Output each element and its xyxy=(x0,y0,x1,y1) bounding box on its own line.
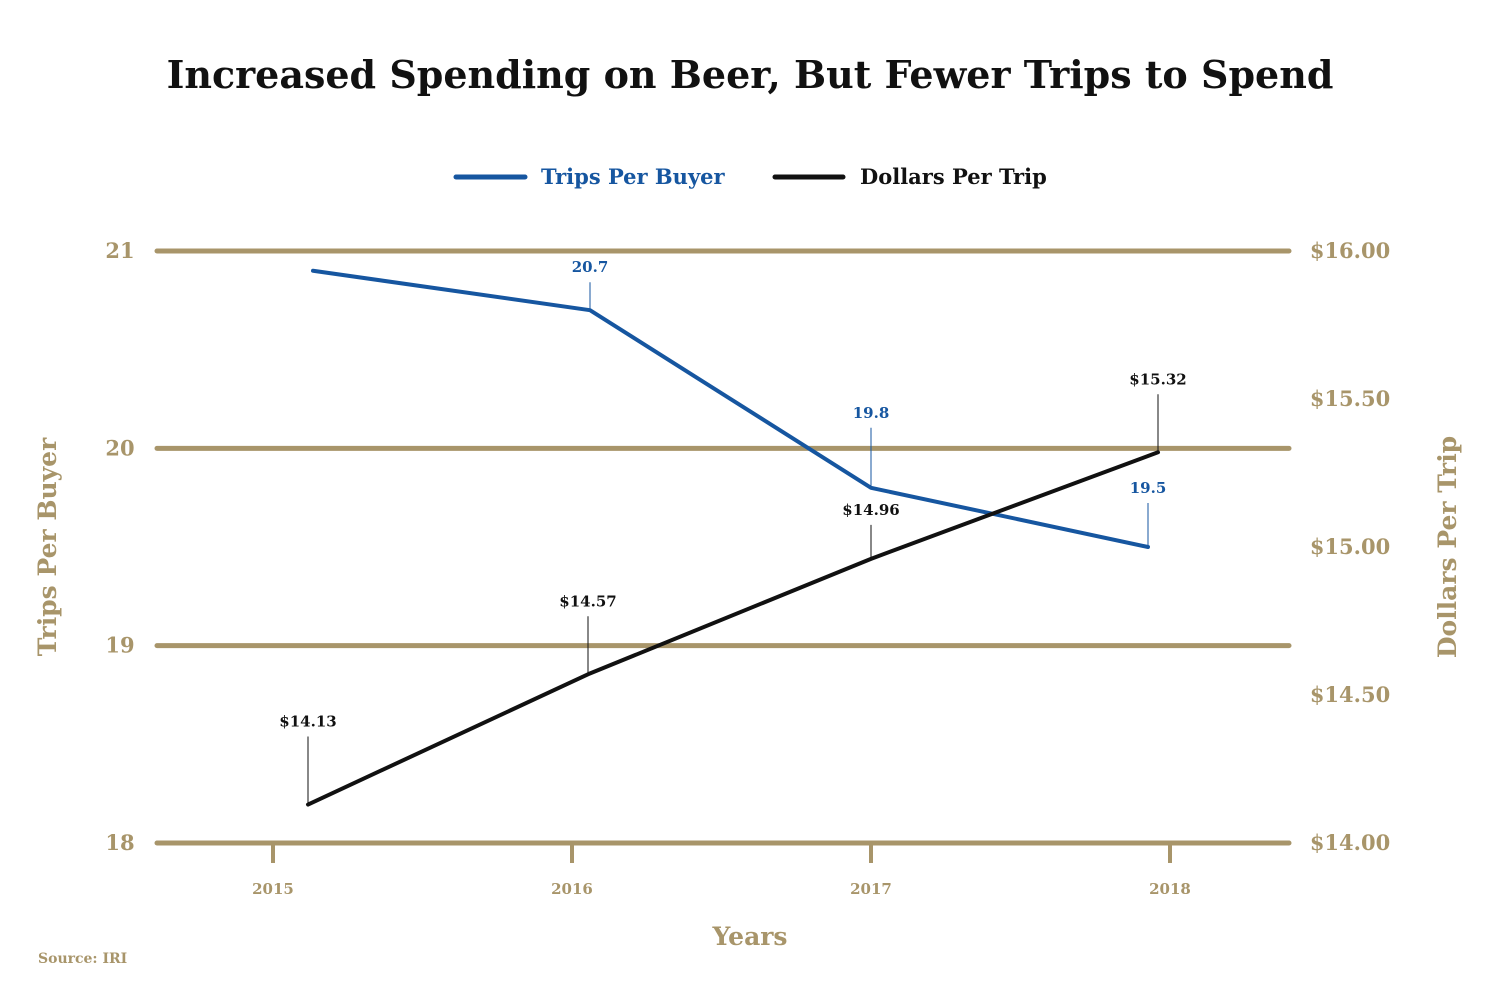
x-tick-label: 2016 xyxy=(551,880,593,898)
data-label: 20.7 xyxy=(572,258,609,276)
left-tick-label: 19 xyxy=(105,633,134,658)
left-tick-label: 21 xyxy=(105,238,134,263)
gridlines xyxy=(154,248,1292,846)
right-tick-label: $14.50 xyxy=(1310,682,1390,707)
x-axis: 2015 2016 2017 2018 Years xyxy=(252,843,1191,951)
right-tick-label: $15.00 xyxy=(1310,534,1390,559)
x-tick-label: 2018 xyxy=(1149,880,1191,898)
annotations: Source: IRI xyxy=(38,951,127,967)
legend-label-1: Dollars Per Trip xyxy=(860,164,1047,189)
data-labels: 20.7 19.8 19.5 $14.13 $14.57 $14.96 $15.32 xyxy=(279,258,1187,805)
right-axis-title: Dollars Per Trip xyxy=(1433,436,1462,658)
left-tick-label: 20 xyxy=(105,435,134,460)
x-tick-label: 2015 xyxy=(252,880,294,898)
data-label: $14.96 xyxy=(842,501,899,519)
x-axis-title: Years xyxy=(711,922,787,951)
data-label: $15.32 xyxy=(1129,370,1186,388)
left-tick-label: 18 xyxy=(105,830,134,855)
data-label: $14.13 xyxy=(279,713,336,731)
series-line-1 xyxy=(306,450,1160,807)
source-note: Source: IRI xyxy=(38,951,127,967)
right-tick-label: $16.00 xyxy=(1310,238,1390,263)
right-tick-label: $15.50 xyxy=(1310,386,1390,411)
x-tick-label: 2017 xyxy=(850,880,892,898)
series-group xyxy=(306,268,1160,807)
chart-title: Increased Spending on Beer, But Fewer Tr… xyxy=(166,52,1334,97)
data-label: 19.5 xyxy=(1130,479,1167,497)
legend-label-0: Trips Per Buyer xyxy=(541,164,726,189)
left-y-axis: 18 19 20 21 Trips Per Buyer xyxy=(33,238,135,855)
legend: Trips Per Buyer Dollars Per Trip xyxy=(453,164,1047,189)
left-axis-title: Trips Per Buyer xyxy=(33,437,62,656)
series-line-0 xyxy=(311,268,1150,549)
right-tick-label: $14.00 xyxy=(1310,830,1390,855)
right-y-axis: $14.00 $14.50 $15.00 $15.50 $16.00 Dollars Pe… xyxy=(1310,238,1462,855)
data-label: $14.57 xyxy=(559,592,616,610)
data-label: 19.8 xyxy=(853,404,890,422)
